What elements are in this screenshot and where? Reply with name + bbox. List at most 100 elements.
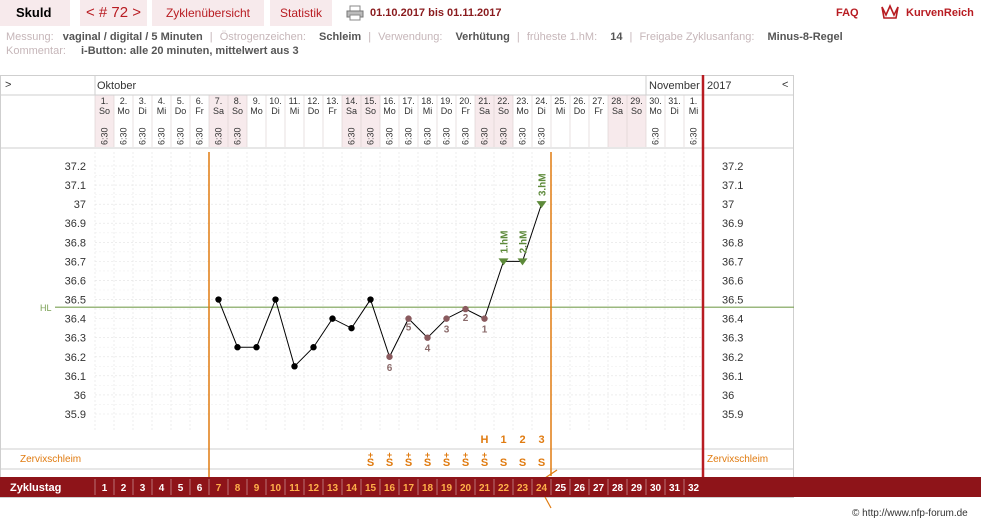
mucus-mark: S xyxy=(481,457,488,469)
higher-measurement-label: 2.hM xyxy=(519,231,530,254)
month-label: Oktober xyxy=(97,80,136,92)
mucus-plus-mark: + xyxy=(406,450,411,460)
measure-time: 6:30 xyxy=(480,127,490,145)
mucus-plus-mark: + xyxy=(425,450,430,460)
weekend-shade xyxy=(494,95,513,147)
temperature-point xyxy=(405,315,412,322)
temperature-point xyxy=(367,296,374,303)
cervical-label: Zervixschleim xyxy=(20,454,81,465)
day-number: 7. xyxy=(215,96,223,106)
cycle-day-number: 28 xyxy=(612,483,624,494)
weekday-label: Di xyxy=(537,106,546,116)
cycle-day-number: 30 xyxy=(650,483,662,494)
y-tick-label: 36.3 xyxy=(722,333,743,345)
cervical-label: Zervixschleim xyxy=(707,454,768,465)
weekday-label: Mo xyxy=(649,106,662,116)
tab-cycle-overview[interactable]: Zyklenübersicht xyxy=(152,0,264,26)
weekday-label: Mi xyxy=(290,106,300,116)
mucus-mark: S xyxy=(519,457,526,469)
print-icon[interactable] xyxy=(346,5,364,21)
cycle-day-number: 1 xyxy=(102,483,108,494)
cycle-day-number: 31 xyxy=(669,483,681,494)
lower-measurement-label: 5 xyxy=(406,323,412,334)
weekday-label: Mi xyxy=(423,106,433,116)
weekday-label: So xyxy=(99,106,110,116)
y-tick-label: 36.3 xyxy=(65,333,86,345)
peak-count-label: H xyxy=(481,434,489,446)
faq-link[interactable]: FAQ xyxy=(836,7,859,19)
day-number: 24. xyxy=(535,96,548,106)
infertile-end-tick xyxy=(544,469,558,479)
lower-measurement-label: 1 xyxy=(482,325,488,336)
usage-value: Verhütung xyxy=(455,31,510,43)
weekday-label: Mi xyxy=(689,106,699,116)
cycle-navigation[interactable]: < # 72 > xyxy=(80,0,147,26)
cycle-day-number: 5 xyxy=(178,483,184,494)
y-tick-label: 36.4 xyxy=(65,314,86,326)
measure-time: 6:30 xyxy=(214,127,224,145)
y-tick-label: 37 xyxy=(74,199,86,211)
temperature-line xyxy=(218,203,542,368)
weekday-label: Fr xyxy=(461,106,470,116)
day-number: 16. xyxy=(383,96,396,106)
y-tick-label: 35.9 xyxy=(65,409,86,421)
cycle-day-number: 32 xyxy=(688,483,700,494)
measurement-value: vaginal / digital / 5 Minuten xyxy=(62,31,203,43)
cycle-day-number: 20 xyxy=(460,483,472,494)
cycle-day-number: 16 xyxy=(384,483,396,494)
cycle-day-number: 19 xyxy=(441,483,453,494)
y-tick-label: 37 xyxy=(722,199,734,211)
weekday-label: So xyxy=(365,106,376,116)
day-number: 18. xyxy=(421,96,434,106)
cycle-day-number: 22 xyxy=(498,483,510,494)
chart-frame xyxy=(0,75,794,498)
infertile-end-tick xyxy=(544,496,552,509)
earliest-hm-label: früheste 1.hM: xyxy=(526,31,598,43)
temperature-point xyxy=(291,363,298,370)
measure-time: 6:30 xyxy=(157,127,167,145)
measure-time: 6:30 xyxy=(195,127,205,145)
weekday-label: Do xyxy=(574,106,586,116)
cycle-day-number: 24 xyxy=(536,483,548,494)
mucus-mark: S xyxy=(405,457,412,469)
weekday-label: Sa xyxy=(612,106,623,116)
measure-time: 6:30 xyxy=(651,127,661,145)
weekday-label: So xyxy=(631,106,642,116)
temperature-point xyxy=(310,344,317,351)
weekday-label: Sa xyxy=(213,106,224,116)
brand-name[interactable]: KurvenReich xyxy=(906,7,974,19)
y-tick-label: 36.2 xyxy=(65,352,86,364)
day-number: 20. xyxy=(459,96,472,106)
weekend-shade xyxy=(209,95,228,147)
weekday-label: Di xyxy=(138,106,147,116)
y-tick-label: 36.2 xyxy=(722,352,743,364)
crown-logo-icon xyxy=(881,4,899,19)
day-number: 9. xyxy=(253,96,261,106)
lower-measurement-label: 4 xyxy=(425,344,431,355)
weekend-shade xyxy=(627,95,646,147)
weekend-shade xyxy=(608,95,627,147)
cycle-day-number: 2 xyxy=(121,483,127,494)
day-number: 4. xyxy=(158,96,166,106)
cycle-day-number: 23 xyxy=(517,483,529,494)
measure-time: 6:30 xyxy=(537,127,547,145)
nav-right-arrow: < xyxy=(782,79,788,91)
y-tick-label: 36.5 xyxy=(65,295,86,307)
day-number: 21. xyxy=(478,96,491,106)
weekday-label: Mo xyxy=(383,106,396,116)
measure-time: 6:30 xyxy=(233,127,243,145)
weekday-label: Mo xyxy=(250,106,263,116)
y-tick-label: 36.8 xyxy=(722,237,743,249)
y-tick-label: 36.1 xyxy=(65,371,86,383)
day-number: 28. xyxy=(611,96,624,106)
tab-statistics[interactable]: Statistik xyxy=(270,0,332,26)
usage-label: Verwendung: xyxy=(378,31,443,43)
weekend-shade xyxy=(361,95,380,147)
y-tick-label: 37.2 xyxy=(65,161,86,173)
weekday-label: Mo xyxy=(516,106,529,116)
cycle-day-number: 9 xyxy=(254,483,260,494)
lower-measurement-label: 2 xyxy=(463,313,469,324)
weekday-label: Fr xyxy=(594,106,603,116)
comment-line: Kommentar: i-Button: alle 20 minuten, mi… xyxy=(6,45,299,57)
measure-time: 6:30 xyxy=(423,127,433,145)
